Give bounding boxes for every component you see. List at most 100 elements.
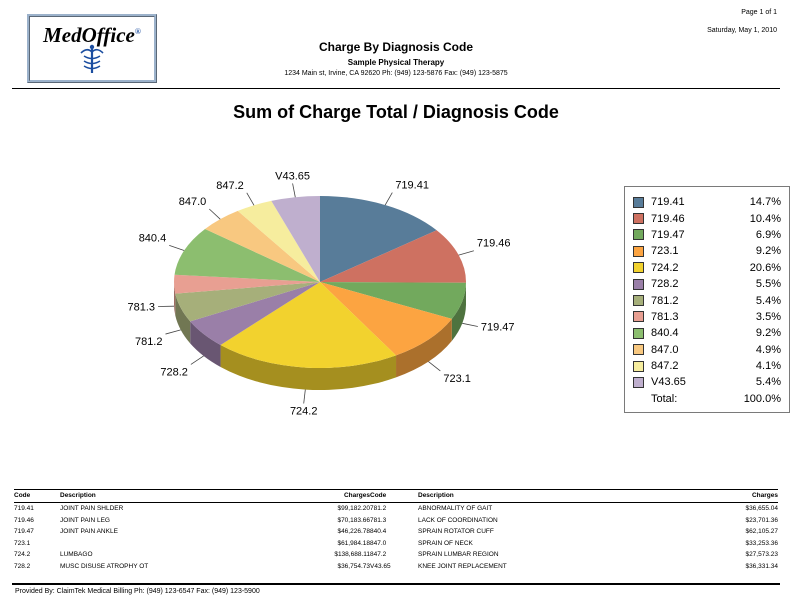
- pie-leader-724.2: [303, 389, 306, 404]
- legend-swatch: [633, 262, 644, 274]
- pie-leader-781.2: [165, 329, 181, 335]
- cell-description: LUMBAGO: [60, 551, 93, 558]
- footer-divider: [12, 583, 780, 585]
- cell-description: KNEE JOINT REPLACEMENT: [418, 562, 507, 570]
- table-col-description-1: Description: [60, 492, 96, 499]
- report-header: Charge By Diagnosis Code Sample Physical…: [0, 40, 792, 77]
- legend-item-724.2: 724.2 20.6%: [633, 260, 781, 276]
- legend-percent: 9.2%: [755, 245, 781, 258]
- pie-leader-728.2: [190, 355, 204, 365]
- pie-label-781.3: 781.3: [128, 302, 156, 314]
- pie-slice-723.1: [320, 282, 452, 356]
- table-body: 719.41 JOINT PAIN SHLDER $99,182.20 781.2 AB…: [14, 503, 778, 572]
- pie-label-719.41: 719.41: [395, 180, 429, 192]
- cell-charges: $36,655.04: [745, 505, 778, 512]
- legend-label: 719.41: [651, 196, 685, 209]
- legend-total-label: Total:: [651, 392, 678, 405]
- chart-title: Sum of Charge Total / Diagnosis Code: [233, 102, 559, 122]
- pie-rim-781.2: [175, 293, 191, 344]
- legend-percent: 20.6%: [749, 261, 781, 274]
- chart-legend: 719.41 14.7% 719.46 10.4% 719.47 6.9% 723.1 9.2…: [624, 186, 790, 414]
- table-col-description-4: Description: [418, 492, 454, 499]
- cell-code: 781.2: [370, 505, 387, 512]
- cell-description: JOINT PAIN LEG: [60, 516, 110, 524]
- cell-charges: $138,688.11: [334, 551, 370, 558]
- table-col-code-3: Code: [370, 492, 387, 499]
- legend-swatch: [633, 376, 644, 388]
- table-col-code-0: Code: [14, 492, 31, 499]
- legend-label: 781.2: [651, 294, 679, 307]
- legend-item-723.1: 723.1 9.2%: [633, 243, 781, 259]
- table-row: 719.46 JOINT PAIN LEG $70,183.66 781.3 LACK …: [14, 515, 778, 527]
- pie-slice-847.2: [237, 200, 320, 282]
- legend-percent: 5.4%: [755, 294, 781, 307]
- pie-chart: 719.41 719.46 719.47 723.1 724.2 728.2 781.2 78…: [128, 170, 515, 417]
- legend-item-847.2: 847.2 4.1%: [633, 358, 781, 374]
- pie-slice-728.2: [190, 282, 320, 345]
- table-row: 723.1 $61,984.18 847.0 SPRAIN OF NECK $33,25…: [14, 538, 778, 550]
- legend-label: 847.0: [651, 343, 679, 356]
- pie-leader-719.47: [462, 322, 478, 327]
- pie-slice-724.2: [220, 282, 397, 368]
- cell-code: 840.4: [370, 528, 387, 535]
- table-row: 719.41 JOINT PAIN SHLDER $99,182.20 781.2 AB…: [14, 503, 778, 515]
- pie-leader-723.1: [428, 361, 441, 372]
- legend-item-V43.65: V43.65 5.4%: [633, 374, 781, 390]
- legend-swatch: [633, 278, 644, 290]
- pie-slice-719.47: [320, 282, 466, 319]
- cell-code: 847.2: [370, 551, 387, 558]
- cell-code: 719.47: [14, 528, 34, 535]
- cell-charges: $33,253.36: [745, 539, 778, 547]
- pie-slice-847.0: [205, 210, 320, 282]
- pie-label-724.2: 724.2: [290, 405, 318, 417]
- pie-label-840.4: 840.4: [139, 232, 167, 244]
- cell-description: SPRAIN LUMBAR REGION: [418, 551, 499, 558]
- pie-label-719.47: 719.47: [481, 321, 515, 333]
- legend-item-781.3: 781.3 3.5%: [633, 309, 781, 325]
- pie-label-719.46: 719.46: [477, 238, 511, 250]
- registered-trademark: ®: [134, 27, 141, 36]
- pie-label-728.2: 728.2: [160, 366, 188, 378]
- legend-label: 781.3: [651, 310, 679, 323]
- report-date: Saturday, May 1, 2010: [707, 27, 777, 34]
- legend-percent: 4.9%: [755, 343, 781, 356]
- pie-rim-728.2: [190, 321, 221, 367]
- pie-leader-V43.65: [292, 183, 296, 198]
- practice-name: Sample Physical Therapy: [347, 58, 445, 67]
- legend-label: 719.46: [651, 212, 685, 225]
- table-row: 719.47 JOINT PAIN ANKLE $46,226.78 840.4 SPR…: [14, 526, 778, 538]
- pie-rim-781.3: [174, 282, 176, 316]
- legend-swatch: [633, 327, 644, 339]
- legend-swatch: [633, 245, 644, 257]
- cell-description: JOINT PAIN ANKLE: [60, 528, 118, 535]
- legend-percent: 10.4%: [749, 212, 781, 225]
- cell-charges: $99,182.20: [337, 505, 370, 512]
- cell-charges: $23,701.36: [745, 516, 778, 524]
- cell-description: SPRAIN ROTATOR CUFF: [418, 528, 494, 535]
- logo-text: MedOffice®: [30, 20, 154, 47]
- table-header: Code Description Charges Code Description Cha…: [14, 489, 778, 503]
- cell-charges: $62,105.27: [745, 528, 778, 535]
- cell-charges: $36,754.73: [337, 562, 370, 570]
- legend-swatch: [633, 213, 644, 225]
- legend-swatch: [633, 295, 644, 307]
- legend-label: 728.2: [651, 278, 679, 291]
- pie-slice-781.2: [175, 282, 320, 322]
- caduceus-icon: [30, 44, 154, 79]
- pie-label-781.2: 781.2: [135, 336, 163, 348]
- pie-leader-840.4: [169, 245, 185, 251]
- legend-percent: 6.9%: [755, 228, 781, 241]
- pie-rim-724.2: [220, 344, 397, 390]
- legend-label: 724.2: [651, 261, 679, 274]
- pie-leader-719.46: [458, 250, 474, 256]
- table-col-charges-2: Charges: [343, 492, 370, 499]
- pie-rim-723.1: [396, 318, 452, 378]
- cell-charges: $61,984.18: [337, 539, 370, 547]
- pie-label-723.1: 723.1: [443, 373, 471, 385]
- legend-percent: 5.4%: [755, 376, 781, 389]
- cell-description: ABNORMALITY OF GAIT: [418, 505, 493, 512]
- cell-description: SPRAIN OF NECK: [418, 539, 473, 547]
- charges-table: Code Description Charges Code Description Cha…: [14, 489, 778, 572]
- pie-slice-840.4: [174, 228, 320, 282]
